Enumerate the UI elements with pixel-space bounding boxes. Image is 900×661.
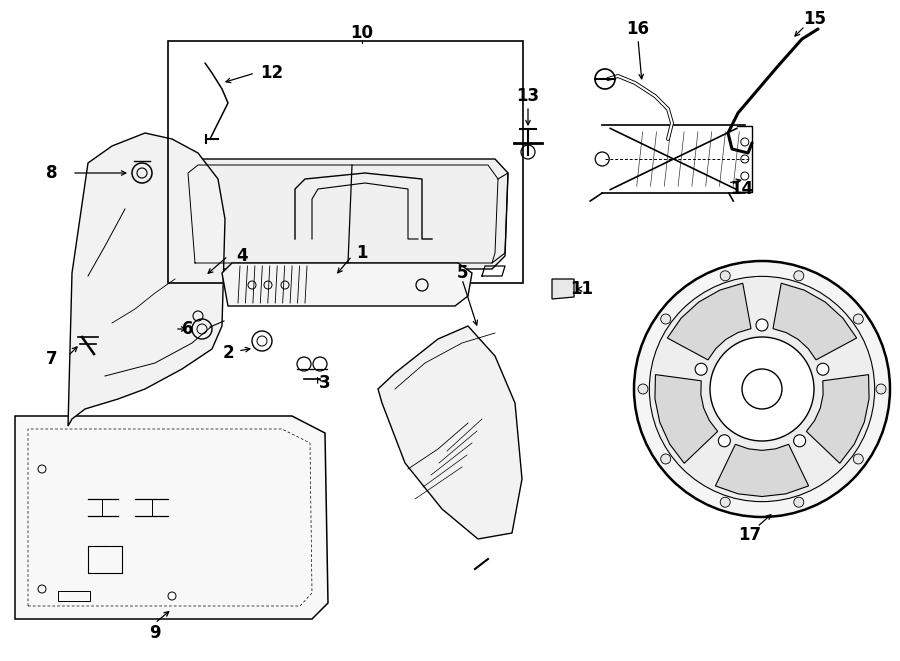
Text: 4: 4 [236,247,248,265]
Polygon shape [773,283,857,360]
Polygon shape [378,326,522,539]
Polygon shape [552,279,574,299]
Polygon shape [655,375,717,463]
Circle shape [720,271,730,281]
Circle shape [853,454,863,464]
Circle shape [817,364,829,375]
Polygon shape [68,133,225,426]
Polygon shape [667,283,751,360]
Circle shape [650,276,875,502]
Text: 6: 6 [182,320,194,338]
Text: 5: 5 [456,264,468,282]
Text: 16: 16 [626,20,650,38]
Circle shape [710,337,814,441]
Circle shape [794,271,804,281]
Circle shape [638,384,648,394]
Circle shape [132,163,152,183]
Text: 9: 9 [149,624,161,642]
Circle shape [742,369,782,409]
Circle shape [634,261,890,517]
Polygon shape [716,444,808,496]
Text: 10: 10 [350,24,374,42]
Circle shape [853,314,863,324]
Bar [168,41,523,283]
Text: 12: 12 [260,64,284,82]
Circle shape [720,497,730,507]
Circle shape [718,435,731,447]
Text: 2: 2 [222,344,234,362]
Text: 14: 14 [731,180,753,198]
Polygon shape [15,416,328,619]
Text: 17: 17 [738,526,761,544]
Polygon shape [180,159,508,269]
Polygon shape [806,375,869,463]
Text: 1: 1 [356,244,368,262]
Polygon shape [222,263,472,306]
Circle shape [876,384,886,394]
Circle shape [794,497,804,507]
Text: 13: 13 [517,87,540,105]
Circle shape [794,435,806,447]
Text: 15: 15 [804,10,826,28]
Circle shape [661,314,670,324]
Circle shape [695,364,707,375]
Text: 3: 3 [320,374,331,392]
Text: 11: 11 [571,280,593,298]
Text: 8: 8 [46,164,58,182]
Circle shape [661,454,670,464]
Text: 7: 7 [46,350,58,368]
Bar [58,591,90,601]
Circle shape [756,319,768,331]
